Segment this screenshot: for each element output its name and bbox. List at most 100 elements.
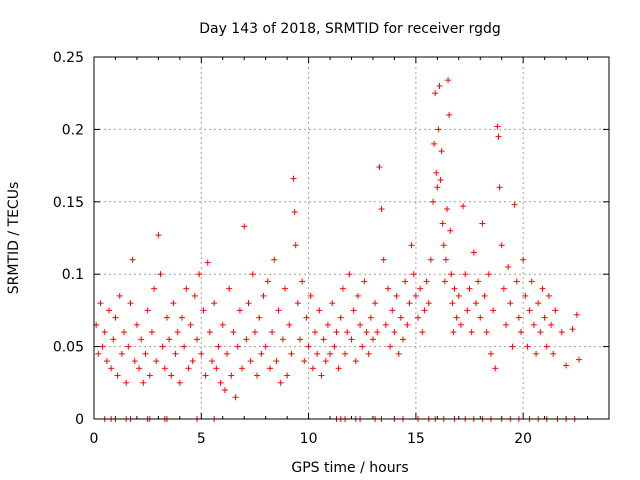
data-point [200,307,207,314]
data-point [247,358,254,365]
data-point [354,292,361,299]
data-point [528,278,535,285]
data-point [475,278,482,285]
data-point [284,372,291,379]
data-point [391,329,398,336]
data-point [279,336,286,343]
data-point [558,329,565,336]
data-point [138,336,145,343]
data-point [376,164,383,171]
data-point [505,263,512,270]
data-point [215,343,222,350]
data-point [363,329,370,336]
data-point [305,343,312,350]
data-point [417,285,424,292]
data-point [133,321,140,328]
data-point [337,314,344,321]
data-point [408,242,415,249]
data-point [563,362,570,369]
data-point [410,271,417,278]
data-point [230,329,237,336]
data-point [460,203,467,210]
data-point [163,314,170,321]
data-point [151,285,158,292]
data-point [271,256,278,263]
data-point [380,256,387,263]
data-point [168,372,175,379]
data-point [161,365,168,372]
data-point [481,292,488,299]
y-tick-label: 0 [75,412,84,428]
data-point [234,343,241,350]
data-point [543,343,550,350]
data-point [206,329,213,336]
data-point [397,314,404,321]
data-point [95,350,102,357]
data-point [441,278,448,285]
data-point [432,90,439,97]
data-point [389,307,396,314]
data-point [121,329,128,336]
data-point [251,329,258,336]
y-tick-label: 0.2 [62,122,84,138]
data-point [299,278,306,285]
data-point [372,300,379,307]
data-point [513,278,520,285]
data-point [404,321,411,328]
data-point [333,329,340,336]
data-points [93,77,582,422]
data-point [569,326,576,333]
data-point [320,336,327,343]
data-point [545,292,552,299]
data-point [110,336,117,343]
data-point [256,314,263,321]
data-point [281,285,288,292]
data-point [447,227,454,234]
data-point [451,285,458,292]
data-point [297,336,303,343]
data-point [526,307,533,314]
data-point [170,300,177,307]
data-point [431,140,438,147]
data-point [118,350,125,357]
data-point [266,365,273,372]
y-axis-label: SRMTID / TECUs [6,182,22,295]
data-point [359,343,366,350]
data-point [275,307,282,314]
data-point [479,220,486,227]
data-point [423,278,430,285]
data-point [425,300,432,307]
data-point [106,307,113,314]
data-point [470,249,477,256]
data-point [483,329,490,336]
data-point [522,292,529,299]
data-point [503,321,509,328]
data-point [509,343,516,350]
data-point [348,336,355,343]
data-point [157,271,164,278]
data-point [131,358,138,365]
data-point [183,285,190,292]
y-tick-label: 0.1 [62,267,84,283]
data-point [181,343,188,350]
data-point [292,242,299,249]
data-point [448,271,455,278]
data-point [466,285,473,292]
data-point [125,343,132,350]
data-point [530,321,537,328]
data-point [575,356,582,363]
data-point [146,372,153,379]
data-point [443,206,450,213]
data-point [415,314,422,321]
data-point [189,358,196,365]
data-point [350,307,357,314]
data-point [552,307,559,314]
data-point [490,307,497,314]
data-point [395,350,402,357]
data-point [303,314,310,321]
data-point [541,314,548,321]
grid-lines [94,57,609,419]
data-point [511,201,518,208]
data-point [129,256,136,263]
data-point [249,271,256,278]
